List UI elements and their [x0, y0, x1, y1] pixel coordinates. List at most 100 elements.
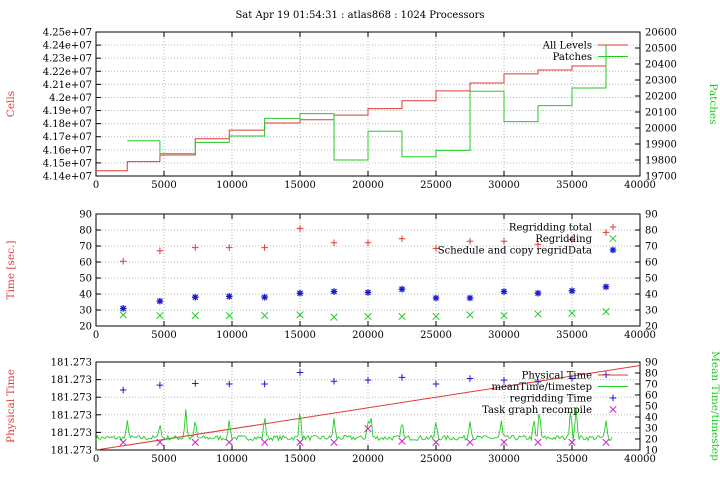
marker-regridding-time [296, 369, 304, 376]
marker-regridding [191, 311, 199, 320]
marker-regridding-total [568, 236, 576, 243]
marker-regridding [119, 311, 127, 319]
marker-schedule-copy [398, 285, 406, 293]
marker-regridding-total [432, 245, 440, 252]
y2-tick-label: 90 [645, 358, 658, 369]
marker-task-graph-recompile [225, 438, 233, 446]
marker-schedule-copy [261, 293, 268, 301]
marker-regridding-time [534, 378, 542, 386]
y-tick-label: 4.2e+07 [49, 93, 92, 104]
y-tick-label: 181.273 [51, 358, 92, 369]
y2-tick-label: 90 [645, 210, 658, 221]
legend-label: Regridding [535, 234, 592, 245]
marker-regridding [260, 311, 269, 320]
y-axis-label: Time [sec.] [5, 241, 17, 300]
y2-axis-label: Patches [707, 83, 719, 124]
marker-regridding-total [466, 237, 474, 245]
marker-task-graph-recompile [191, 438, 199, 446]
x-tick-label: 0 [93, 180, 99, 191]
y2-tick-label: 20300 [645, 76, 677, 87]
x-tick-label: 0 [93, 454, 99, 465]
x-tick-label: 40000 [624, 180, 656, 191]
y-tick-label: 4.14e+07 [43, 172, 92, 183]
marker-schedule-copy [364, 289, 372, 296]
marker-regridding-total [296, 225, 304, 232]
marker-regridding [156, 311, 164, 320]
y2-tick-label: 60 [645, 258, 658, 269]
marker-regridding-time [398, 374, 406, 381]
marker-regridding [330, 313, 338, 321]
marker-schedule-copy [500, 288, 508, 295]
marker-regridding-time [432, 380, 440, 388]
chart-title: Sat Apr 19 01:54:31 : atlas868 : 1024 Pr… [235, 10, 484, 21]
y2-tick-label: 40 [645, 290, 658, 301]
y-tick-label: 4.17e+07 [43, 132, 92, 143]
y-tick-label: 80 [79, 226, 92, 237]
panel-physical-time: 0 5000 10000 15000 20000 25000 30000 35000 40000… [5, 351, 720, 465]
legend-label: Patches [553, 52, 592, 63]
marker-schedule-copy [225, 293, 233, 300]
y2-axis-label: Mean Time/timestep [709, 351, 720, 461]
x-tick-label: 20000 [352, 330, 384, 341]
x-tick-label: 10000 [216, 454, 248, 465]
panel-regridding-time: 0 5000 10000 15000 20000 25000 30000 35000 40000… [5, 210, 658, 342]
x-tick-label: 40000 [624, 454, 656, 465]
x-tick-label: 30000 [488, 180, 520, 191]
y2-tick-label: 30 [645, 424, 658, 435]
y-tick-label: 4.24e+07 [43, 41, 92, 52]
y-tick-label: 181.273 [51, 446, 92, 457]
y2-tick-label: 20 [645, 322, 658, 333]
y2-tick-label: 80 [645, 226, 658, 237]
plot-frame [95, 213, 641, 327]
y-tick-label: 60 [79, 258, 92, 269]
marker-task-graph-recompile [119, 438, 127, 446]
y-tick-label: 4.21e+07 [43, 80, 92, 91]
marker-task-graph-recompile [432, 438, 440, 446]
marker-schedule-copy [296, 289, 304, 297]
marker-schedule-copy [602, 283, 610, 291]
y-tick-label: 4.22e+07 [43, 67, 92, 78]
marker-task-graph-recompile [500, 438, 508, 446]
legend-label: Schedule and copy regridData [438, 246, 592, 257]
marker-regridding [568, 309, 576, 317]
marker-regridding-total [261, 244, 268, 251]
y-tick-label: 30 [79, 306, 92, 317]
marker-regridding-total [119, 257, 127, 265]
marker-regridding-time [330, 377, 338, 385]
marker-regridding-total [500, 237, 508, 245]
y-tick-label: 4.19e+07 [43, 106, 92, 117]
marker-regridding [602, 307, 610, 316]
y-tick-label: 90 [79, 210, 92, 221]
y2-tick-label: 50 [645, 402, 658, 413]
plot-frame [95, 361, 641, 451]
marker-regridding-total [225, 244, 233, 251]
marker-task-graph-recompile [364, 424, 372, 433]
y2-tick-label: 40 [645, 413, 658, 424]
marker-regridding-total [330, 239, 338, 247]
y2-tick-label: 20600 [645, 28, 677, 39]
marker-regridding [398, 312, 406, 321]
marker-task-graph-recompile [568, 438, 576, 446]
y2-tick-label: 20100 [645, 108, 677, 119]
x-tick-label: 15000 [284, 330, 316, 341]
y-tick-label: 70 [79, 242, 92, 253]
y2-tick-label: 20400 [645, 60, 677, 71]
marker-schedule-copy [191, 293, 199, 301]
y2-tick-label: 20200 [645, 92, 677, 103]
marker-regridding [500, 311, 508, 320]
marker-task-graph-recompile [466, 438, 474, 446]
legend-label: Regridding total [509, 223, 592, 234]
x-tick-label: 30000 [488, 330, 520, 341]
y-tick-label: 50 [79, 274, 92, 285]
marker-regridding [534, 310, 542, 318]
y-tick-label: 4.25e+07 [43, 28, 92, 39]
y-tick-label: 40 [79, 290, 92, 301]
marker-regridding-total [534, 241, 542, 248]
marker-regridding-time [191, 380, 199, 387]
y2-tick-label: 80 [645, 369, 658, 380]
y-tick-label: 181.273 [51, 428, 92, 439]
marker-schedule-copy [432, 294, 440, 302]
legend-label: meanTime/timestep [491, 382, 592, 393]
legend-marker [609, 223, 617, 231]
